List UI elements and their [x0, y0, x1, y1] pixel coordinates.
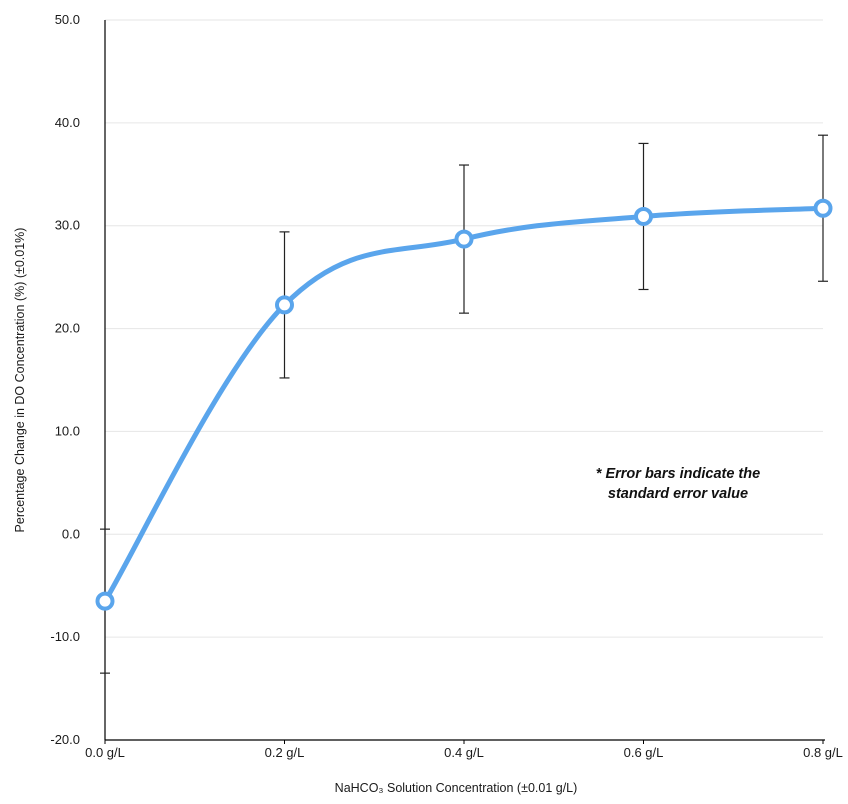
y-tick-label: 0.0 [62, 526, 80, 541]
y-axis-title: Percentage Change in DO Concentration (%… [13, 228, 27, 533]
x-tick-label: 0.6 g/L [624, 745, 664, 760]
y-tick-labels: -20.0 -10.0 0.0 10.0 20.0 30.0 40.0 50.0 [50, 12, 80, 747]
y-tick-label: 10.0 [55, 423, 80, 438]
y-tick-label: 30.0 [55, 218, 80, 233]
y-tick-label: 20.0 [55, 321, 80, 336]
annotation-line-1: * Error bars indicate the [596, 466, 760, 482]
data-point [95, 591, 115, 611]
data-point [634, 206, 653, 226]
annotation-line-2: standard error value [608, 486, 748, 502]
data-point [813, 198, 833, 218]
x-tick-label: 0.4 g/L [444, 745, 484, 760]
series-line-path [102, 205, 826, 604]
x-tick-label: 0.0 g/L [85, 745, 125, 760]
error-bars [100, 134, 828, 674]
y-tick-label: 50.0 [55, 12, 80, 27]
data-point [275, 295, 294, 315]
x-axis-title: NaHCO₃ Solution Concentration (±0.01 g/L… [335, 781, 578, 795]
x-tick-label: 0.8 g/L [803, 745, 843, 760]
series-line [102, 205, 826, 604]
y-tick-label: -10.0 [50, 629, 80, 644]
x-tick-label: 0.2 g/L [265, 745, 305, 760]
data-point [454, 229, 474, 249]
y-tick-label: -20.0 [50, 732, 80, 747]
x-tick-labels: 0.0 g/L 0.2 g/L 0.4 g/L 0.6 g/L 0.8 g/L [85, 745, 843, 760]
data-points [95, 198, 833, 611]
y-tick-label: 40.0 [55, 115, 80, 130]
gridlines [105, 19, 823, 638]
axes [104, 20, 825, 744]
